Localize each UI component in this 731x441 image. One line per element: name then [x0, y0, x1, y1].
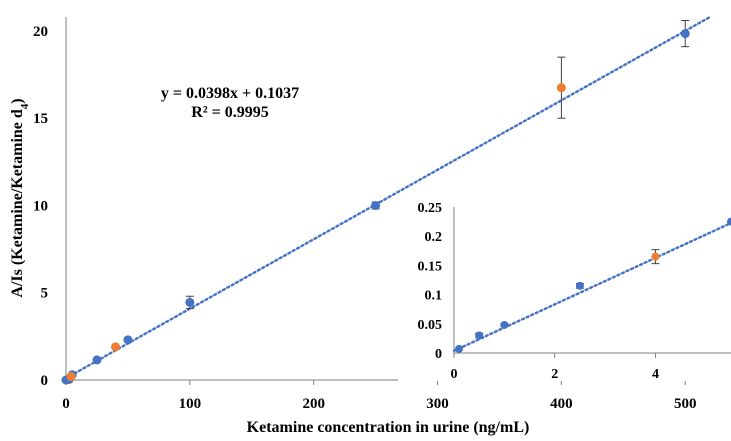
inset-y-tick-label: 0.2: [425, 230, 443, 245]
main-data-point-series-1: [371, 200, 381, 210]
main-x-tick-label: 400: [550, 396, 573, 412]
main-x-tick-label: 200: [302, 396, 325, 412]
inset-plot: 0 2 4 0 0.05 0.1 0.15 0.2 0.25: [398, 201, 731, 382]
inset-data-point-series-2: [651, 252, 660, 261]
main-y-tick-label: 0: [41, 373, 49, 389]
inset-y-tick-label: 0.25: [418, 201, 443, 216]
main-y-tick-label: 10: [33, 198, 48, 214]
main-x-tick-label: 100: [179, 396, 202, 412]
main-data-point-series-1: [123, 335, 133, 345]
inset-y-tick-label: 0.15: [418, 259, 443, 274]
trendline-equation: y = 0.0398x + 0.1037: [161, 85, 299, 102]
inset-data-point-series-1: [455, 344, 464, 353]
main-x-tick-label: 500: [674, 396, 697, 412]
main-y-tick-label: 5: [41, 286, 49, 302]
r-squared-label: R² = 0.9995: [191, 104, 268, 121]
x-axis-label: Ketamine concentration in urine (ng/mL): [247, 419, 530, 436]
inset-data-point-series-1: [575, 281, 584, 290]
main-x-tick-label: 0: [62, 396, 70, 412]
main-data-point-series-2: [66, 372, 76, 382]
inset-data-point-series-1: [500, 320, 509, 329]
inset-x-tick-label: 2: [551, 367, 558, 382]
main-trendline: [64, 15, 712, 380]
inset-y-tick-label: 0.05: [418, 318, 443, 333]
main-x-tick-label: 300: [426, 396, 449, 412]
main-data-point-series-2: [556, 83, 566, 93]
inset-data-point-series-1: [475, 331, 484, 340]
main-data-point-series-2: [111, 342, 121, 352]
main-y-tick-label: 20: [33, 24, 48, 40]
inset-y-tick-label: 0: [435, 347, 442, 362]
y-axis-label: A/Is (Ketamine/Ketamine d4): [9, 98, 31, 297]
main-data-point-series-1: [185, 297, 195, 307]
y-axis-label-close: ): [9, 98, 26, 103]
main-y-tick-label: 15: [33, 111, 48, 127]
y-axis-label-main: A/Is (Ketamine/Ketamine d: [9, 109, 26, 298]
inset-x-tick-label: 0: [451, 367, 458, 382]
inset-x-tick-label: 4: [652, 367, 659, 382]
inset-trendline: [452, 221, 731, 353]
main-data-point-series-1: [680, 29, 690, 39]
inset-data-point-series-1: [727, 217, 731, 226]
inset-background: [398, 205, 731, 381]
y-axis-label-subscript: 4: [19, 103, 31, 109]
inset-y-tick-label: 0.1: [425, 289, 443, 304]
main-data-point-series-1: [92, 355, 102, 365]
